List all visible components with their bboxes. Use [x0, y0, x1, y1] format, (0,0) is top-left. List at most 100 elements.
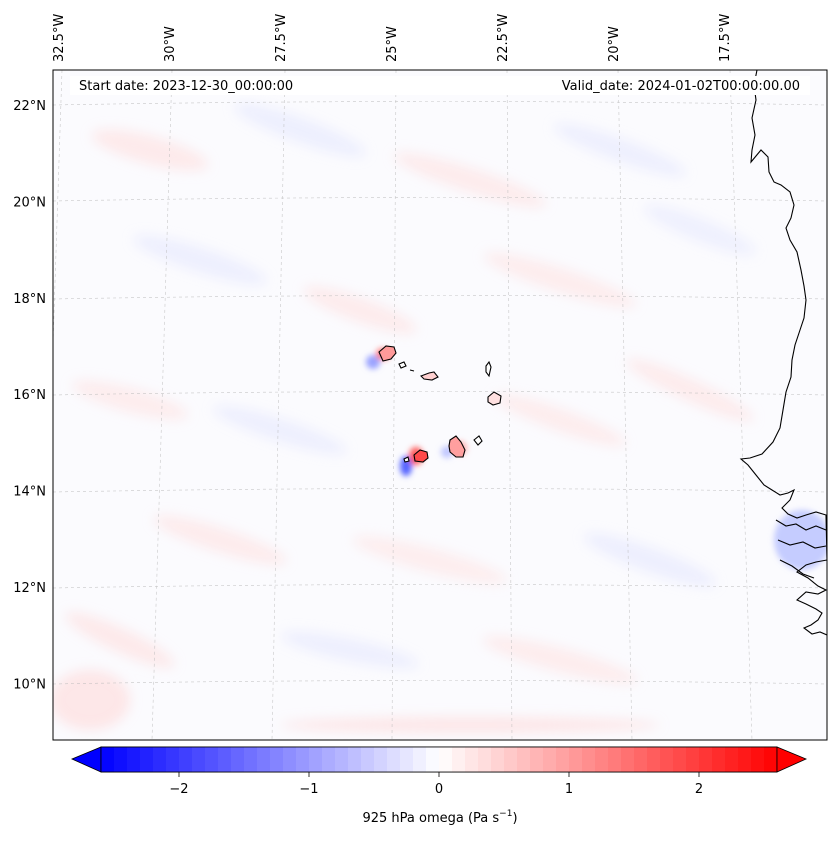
lat-label-5: 12°N [13, 581, 46, 596]
colorbar-step [751, 747, 765, 772]
colorbar-step [283, 747, 297, 772]
colorbar-step [491, 747, 505, 772]
start-date-label: Start date: 2023-12-30_00:00:00 [79, 79, 293, 94]
colorbar-label-exponent: −1 [499, 809, 512, 819]
colorbar-step [595, 747, 609, 772]
parallel-12n [53, 584, 827, 589]
lat-label-4: 14°N [13, 485, 46, 500]
colorbar-step [439, 747, 453, 772]
parallel-22n [53, 101, 827, 106]
africa-coast-detail-2 [777, 539, 827, 549]
colorbar-step [647, 747, 661, 772]
colorbar-step [179, 747, 193, 772]
colorbar-step [218, 747, 232, 772]
colorbar-ticks: −2 −1 0 1 2 [169, 772, 703, 797]
island-santo-antao [378, 345, 397, 362]
colorbar: −2 −1 0 1 2 925 hPa omega (Pa s−1) [70, 746, 808, 826]
colorbar-step [725, 747, 739, 772]
colorbar-step [374, 747, 388, 772]
colorbar-step [348, 747, 362, 772]
colorbar-step [673, 747, 687, 772]
parallel-18n [53, 295, 827, 300]
colorbar-step [478, 747, 492, 772]
lon-label-2: 27.5°W [274, 14, 289, 62]
colorbar-step [335, 747, 349, 772]
colorbar-label-main: 925 hPa omega (Pa s [362, 811, 499, 826]
lon-label-1: 30°W [163, 26, 178, 62]
colorbar-tick-label-1: −1 [299, 782, 318, 797]
colorbar-step [582, 747, 596, 772]
date-label-backdrop [70, 76, 810, 95]
meridian-17-5w [729, 70, 753, 740]
colorbar-step [556, 747, 570, 772]
colorbar-step [296, 747, 310, 772]
map-panel: Start date: 2023-12-30_00:00:00 Valid_da… [13, 14, 828, 741]
colorbar-extend-high [776, 746, 808, 773]
colorbar-step [660, 747, 674, 772]
parallel-20n [53, 197, 827, 202]
colorbar-step [621, 747, 635, 772]
colorbar-step [764, 747, 778, 772]
graticule [53, 70, 827, 740]
island-sao-vicente [398, 361, 407, 369]
island-santiago [448, 435, 466, 458]
colorbar-tick-label-2: 0 [435, 782, 443, 797]
colorbar-label: 925 hPa omega (Pa s−1) [362, 809, 517, 826]
colorbar-step [140, 747, 154, 772]
colorbar-step [504, 747, 518, 772]
coastlines [378, 70, 827, 636]
lon-label-3: 25°W [385, 26, 400, 62]
colorbar-step [465, 747, 479, 772]
colorbar-step [192, 747, 206, 772]
map-frame [52, 69, 828, 741]
parallel-10n [53, 680, 827, 685]
colorbar-tick-label-3: 1 [565, 782, 573, 797]
island-brava [403, 456, 410, 463]
island-maio [473, 435, 483, 446]
lon-label-5: 20°W [607, 26, 622, 62]
colorbar-step [231, 747, 245, 772]
meridian-20w [617, 70, 633, 740]
colorbar-tick-label-4: 2 [695, 782, 703, 797]
longitude-labels: 32.5°W 30°W 27.5°W 25°W 22.5°W 20°W 17.5°W [52, 14, 733, 62]
lat-label-1: 20°N [13, 195, 46, 210]
parallel-14n [53, 488, 827, 493]
meridian-22-5w [506, 70, 513, 740]
colorbar-step [309, 747, 323, 772]
colorbar-step [738, 747, 752, 772]
colorbar-step [543, 747, 557, 772]
colorbar-step [127, 747, 141, 772]
colorbar-step [699, 747, 713, 772]
lat-label-2: 18°N [13, 292, 46, 307]
colorbar-step [569, 747, 583, 772]
omega-field [53, 103, 827, 733]
colorbar-step [153, 747, 167, 772]
colorbar-step [166, 747, 180, 772]
colorbar-step [101, 747, 115, 772]
colorbar-step [205, 747, 219, 772]
lat-label-6: 10°N [13, 677, 46, 692]
colorbar-step [517, 747, 531, 772]
meridian-27-5w [271, 70, 286, 740]
meridian-30w [151, 70, 173, 740]
colorbar-step [530, 747, 544, 772]
lat-label-0: 22°N [13, 99, 46, 114]
island-santa-luzia [409, 369, 415, 372]
colorbar-step [114, 747, 128, 772]
colorbar-step [608, 747, 622, 772]
colorbar-step [413, 747, 427, 772]
africa-coastline [739, 70, 827, 636]
colorbar-step [387, 747, 401, 772]
valid-date-label: Valid_date: 2024-01-02T00:00:00.00 [562, 79, 800, 94]
meridian-25w [391, 70, 397, 740]
colorbar-tick-label-0: −2 [169, 782, 188, 797]
colorbar-label-suffix: ) [512, 811, 517, 826]
colorbar-step [426, 747, 440, 772]
colorbar-step [686, 747, 700, 772]
lon-label-0: 32.5°W [52, 14, 67, 62]
latitude-labels: 22°N 20°N 18°N 16°N 14°N 12°N 10°N [13, 99, 46, 692]
colorbar-step [712, 747, 726, 772]
africa-coast-detail-3 [779, 559, 815, 579]
colorbar-step [634, 747, 648, 772]
